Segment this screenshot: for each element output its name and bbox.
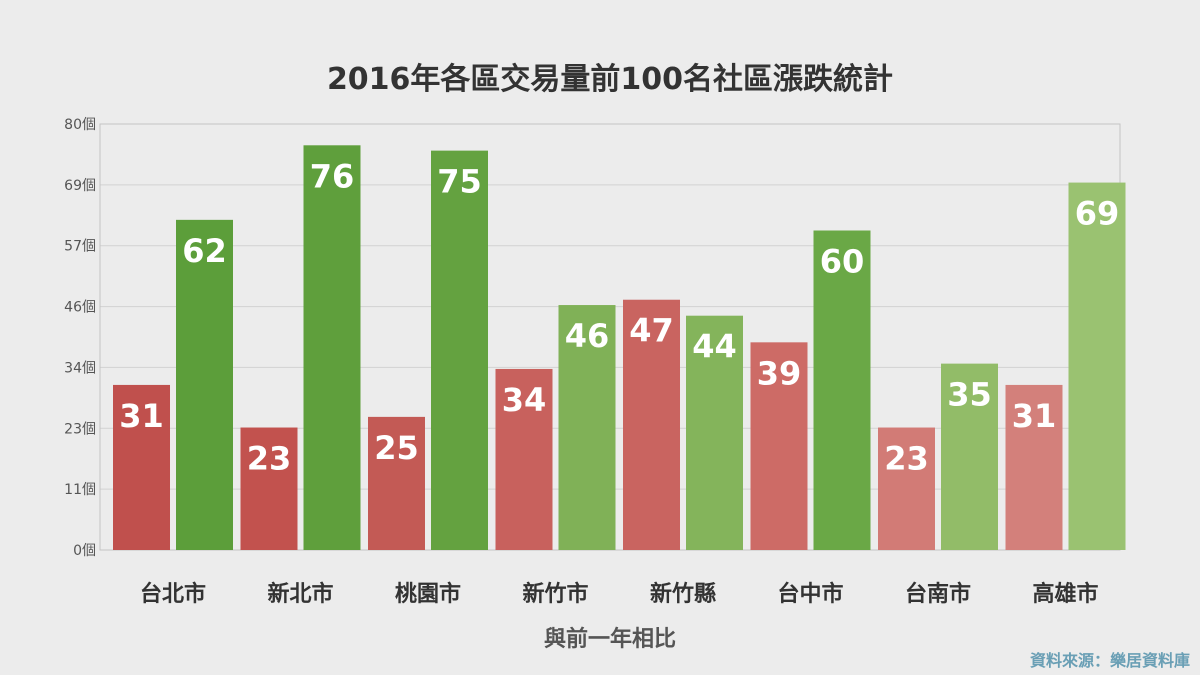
bar	[495, 368, 553, 550]
data-label: 76	[310, 157, 355, 195]
x-tick-label: 新竹市	[522, 581, 588, 607]
bar	[558, 305, 616, 550]
data-label: 35	[947, 376, 992, 414]
y-tick-label: 80個	[64, 117, 96, 133]
y-tick-label: 23個	[64, 421, 96, 437]
bar	[750, 342, 808, 550]
bar	[1005, 384, 1063, 550]
bar	[813, 230, 871, 550]
data-label: 25	[374, 429, 419, 467]
y-tick-label: 69個	[64, 178, 96, 194]
x-tick-label: 桃園市	[395, 581, 461, 607]
chart-title: 2016年各區交易量前100名社區漲跌統計	[327, 62, 893, 97]
y-tick-label: 46個	[64, 300, 96, 316]
data-label: 23	[884, 440, 929, 478]
bar	[941, 363, 998, 550]
data-label: 47	[629, 312, 674, 350]
bar	[303, 145, 361, 551]
data-label: 44	[692, 328, 737, 366]
x-tick-label: 新竹縣	[650, 581, 716, 607]
data-label: 46	[565, 317, 610, 355]
y-tick-label: 0個	[73, 543, 96, 559]
source-note: 資料來源：樂居資料庫	[1030, 651, 1190, 670]
bar	[176, 219, 233, 550]
bar	[878, 427, 935, 550]
y-tick-label: 57個	[64, 239, 96, 255]
data-label: 75	[437, 163, 482, 201]
data-label: 23	[247, 440, 292, 478]
data-label: 31	[1012, 397, 1057, 435]
x-axis-label: 與前一年相比	[544, 626, 676, 652]
data-label: 69	[1075, 195, 1120, 233]
x-tick-label: 高雄市	[1032, 581, 1098, 607]
data-label: 60	[820, 243, 865, 281]
x-tick-label: 台中市	[777, 581, 843, 607]
data-label: 34	[502, 381, 547, 419]
plot-area: 0個 11個 23個 34個 46個 57個 69個 80個 31 62 台北市 23 76 新北市 25 7…	[64, 117, 1126, 607]
data-label: 62	[182, 232, 227, 270]
x-tick-label: 台北市	[140, 581, 206, 607]
y-tick-label: 11個	[64, 482, 96, 498]
y-tick-label: 34個	[64, 360, 96, 376]
bar	[686, 315, 743, 550]
x-tick-label: 新北市	[267, 581, 333, 607]
data-label: 39	[757, 354, 802, 392]
x-tick-label: 台南市	[905, 581, 971, 607]
bar	[113, 384, 170, 550]
bar	[623, 299, 680, 550]
bar	[431, 150, 488, 550]
bar	[1068, 182, 1126, 550]
data-label: 31	[119, 397, 164, 435]
bar	[368, 416, 425, 550]
bar	[240, 427, 298, 550]
